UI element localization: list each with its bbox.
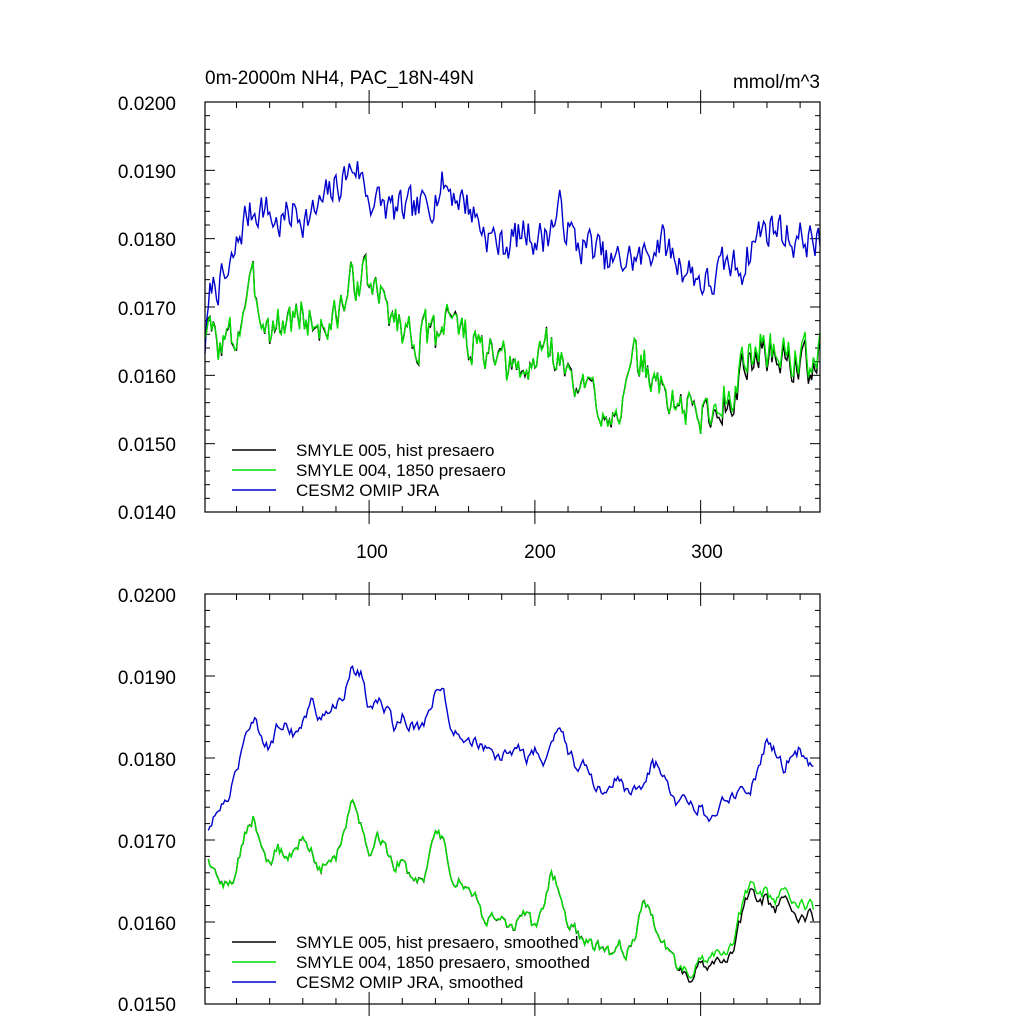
top-x-tick-label: 100 <box>356 542 388 563</box>
legend-label: SMYLE 004, 1850 presaero <box>296 461 506 480</box>
top-y-tick-label: 0.0170 <box>118 299 176 320</box>
bottom-series-group <box>207 665 815 983</box>
bottom-y-tick-label: 0.0160 <box>118 914 176 935</box>
top-y-tick-label: 0.0190 <box>118 162 176 183</box>
top-panel-units: mmol/m^3 <box>733 72 820 93</box>
bottom-y-tick-label: 0.0170 <box>118 832 176 853</box>
top-series-group <box>204 161 821 434</box>
top-y-tick-label: 0.0150 <box>118 435 176 456</box>
top-legend: SMYLE 005, hist presaero SMYLE 004, 1850… <box>232 441 506 500</box>
bottom-y-tick-label: 0.0190 <box>118 668 176 689</box>
top-y-tick-label: 0.0180 <box>118 230 176 251</box>
series-line-smyle-005-hist-presaero <box>204 252 821 434</box>
legend-label: SMYLE 005, hist presaero <box>296 441 494 460</box>
bottom-panel: 0.0200 0.0190 0.0180 0.0170 0.0160 0.015… <box>118 582 821 1016</box>
series-line-cesm2-omip-jra-smoothed <box>207 665 814 831</box>
series-line-smyle-004-1850-presaero <box>204 253 821 434</box>
bottom-y-tick-label: 0.0150 <box>118 995 176 1016</box>
bottom-y-tick-label: 0.0180 <box>118 750 176 771</box>
top-plot-frame <box>204 101 821 513</box>
series-line-cesm2-omip-jra <box>204 161 821 354</box>
bottom-y-tick-labels: 0.0200 0.0190 0.0180 0.0170 0.0160 0.015… <box>118 586 176 1016</box>
top-panel-title: 0m-2000m NH4, PAC_18N-49N <box>205 68 474 89</box>
top-x-tick-labels: 100 200 300 <box>356 542 723 563</box>
top-y-tick-labels: 0.0200 0.0190 0.0180 0.0170 0.0160 0.015… <box>118 94 176 524</box>
top-panel: 0m-2000m NH4, PAC_18N-49N mmol/m^3 0.020… <box>118 68 821 563</box>
top-y-tick-label: 0.0160 <box>118 367 176 388</box>
top-y-tick-label: 0.0140 <box>118 503 176 524</box>
legend-label: CESM2 OMIP JRA <box>296 481 440 500</box>
legend-label: CESM2 OMIP JRA, smoothed <box>296 973 523 992</box>
series-line-smyle-004-1850-presaero-smoothed <box>207 798 815 979</box>
bottom-y-tick-label: 0.0200 <box>118 586 176 607</box>
top-x-tick-label: 300 <box>691 542 723 563</box>
bottom-legend: SMYLE 005, hist presaero, smoothed SMYLE… <box>232 933 590 992</box>
legend-label: SMYLE 005, hist presaero, smoothed <box>296 933 579 952</box>
top-x-tick-label: 200 <box>524 542 556 563</box>
top-y-tick-label: 0.0200 <box>118 94 176 115</box>
bottom-axis-ticks <box>205 582 820 1016</box>
bottom-plot-frame <box>204 593 821 1005</box>
legend-label: SMYLE 004, 1850 presaero, smoothed <box>296 953 590 972</box>
